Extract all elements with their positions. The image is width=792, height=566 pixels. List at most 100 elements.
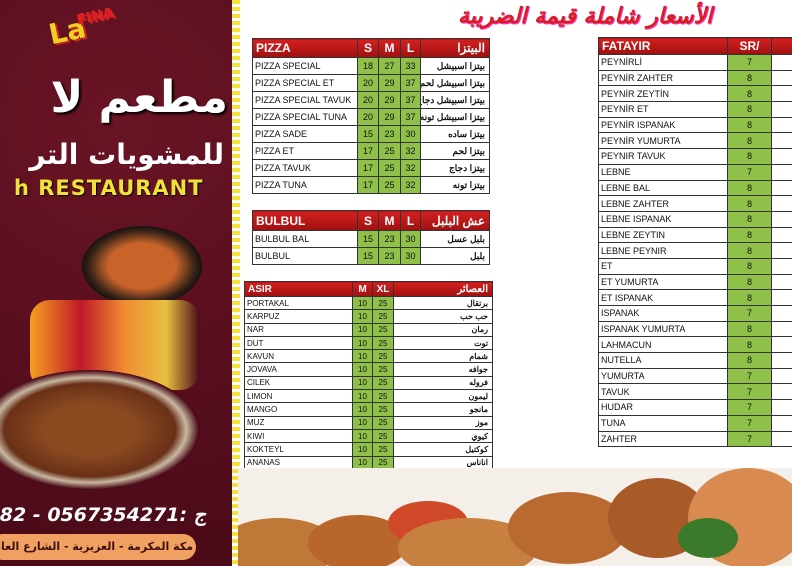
item-price: 15 xyxy=(357,247,379,265)
menu-item-row: ET ISPANAK 8 xyxy=(598,289,792,306)
item-name: KARPUZ xyxy=(244,309,353,324)
item-price: 7 xyxy=(727,399,772,416)
size-column-header: M xyxy=(352,281,373,297)
menu-item-row: TUNA 7 xyxy=(598,414,792,432)
empty-cell xyxy=(771,210,792,228)
item-name-arabic: بيتزا ساده xyxy=(420,125,490,143)
empty-cell xyxy=(771,352,792,369)
item-name: ISPANAK xyxy=(598,305,728,322)
item-price: 37 xyxy=(400,91,421,109)
item-name: KOKTEYL xyxy=(244,442,353,457)
restaurant-subtitle-arabic: للمشويات التر xyxy=(29,138,224,171)
item-name: PIZZA SADE xyxy=(252,125,358,143)
empty-cell xyxy=(771,116,792,134)
item-price: 23 xyxy=(378,125,401,143)
menu-item-row: MANGO 10 25 مانجو xyxy=(244,402,493,417)
empty-cell xyxy=(771,179,792,197)
menu-item-row: TAVUK 7 xyxy=(598,383,792,401)
menu-item-row: ET 8 xyxy=(598,257,792,275)
size-column-header: M xyxy=(378,38,401,58)
item-price: 37 xyxy=(400,108,421,126)
menu-item-row: JOVAVA 10 25 جوافه xyxy=(244,362,493,377)
menu-item-row: LAHMACUN 8 xyxy=(598,336,792,354)
item-price: 7 xyxy=(727,54,772,71)
menu-item-row: PIZZA SPECIAL 18 27 33 بيتزا اسبيشل xyxy=(252,57,490,75)
item-name-arabic: حب حب xyxy=(393,309,493,324)
item-price: 10 xyxy=(352,375,373,391)
item-price: 29 xyxy=(378,74,401,92)
item-price: 20 xyxy=(357,108,379,126)
item-price: 25 xyxy=(378,142,401,160)
address-pill: مكة المكرمة - العزيزية - الشارع العام xyxy=(0,534,196,560)
juice-price-table: ASIR M XL العصائر PORTAKAL 10 25 برتقال KARPUZ 10… xyxy=(244,281,493,497)
menu-item-row: LEBNE PEYNIR 8 xyxy=(598,242,792,259)
item-price: 17 xyxy=(357,176,379,194)
item-price: 25 xyxy=(372,402,394,417)
item-name-arabic: فروله xyxy=(393,375,493,391)
item-price: 8 xyxy=(727,85,772,103)
item-name: ET xyxy=(598,257,728,275)
item-price: 25 xyxy=(372,389,394,404)
empty-cell xyxy=(771,242,792,259)
item-price: 10 xyxy=(352,402,373,417)
item-name: PIZZA SPECIAL TAVUK xyxy=(252,91,358,109)
menu-item-row: PEYNİR ZAHTER 8 xyxy=(598,69,792,87)
item-name: LEBNE ISPANAK xyxy=(598,210,728,228)
empty-cell xyxy=(771,383,792,401)
size-column-header: S xyxy=(357,38,379,58)
item-name: LEBNE PEYNIR xyxy=(598,242,728,259)
empty-cell xyxy=(771,257,792,275)
item-name: BULBUL BAL xyxy=(252,230,358,248)
section-title: PIZZA xyxy=(252,38,358,58)
item-price: 10 xyxy=(352,389,373,404)
item-price: 8 xyxy=(727,289,772,306)
menu-item-row: PORTAKAL 10 25 برتقال xyxy=(244,295,493,311)
food-dish-image xyxy=(82,226,202,306)
item-name: BULBUL xyxy=(252,247,358,265)
menu-item-row: HUDAR 7 xyxy=(598,399,792,416)
empty-cell xyxy=(771,320,792,338)
item-name: PEYNIR TAVUK xyxy=(598,148,728,165)
section-title: FATAYIR xyxy=(598,37,728,55)
item-price: 23 xyxy=(378,247,401,265)
grilled-food-photo xyxy=(238,468,792,566)
size-column-header xyxy=(771,37,792,55)
item-price: 8 xyxy=(727,210,772,228)
empty-cell xyxy=(771,399,792,416)
bulbul-price-table: BULBUL S M L عش البلبل BULBUL BAL 15 23 30 بلبل ع… xyxy=(252,210,490,265)
empty-cell xyxy=(771,367,792,385)
empty-cell xyxy=(771,336,792,354)
item-price: 10 xyxy=(352,362,373,377)
menu-item-row: CILEK 10 25 فروله xyxy=(244,375,493,391)
item-price: 30 xyxy=(400,125,421,143)
item-price: 8 xyxy=(727,69,772,87)
item-name: LEBNE BAL xyxy=(598,179,728,197)
phone-number: ج :0567354271 - 82 xyxy=(0,504,206,526)
item-name: PIZZA SPECIAL TUNA xyxy=(252,108,358,126)
item-name: LEBNE ZAHTER xyxy=(598,195,728,212)
item-price: 18 xyxy=(357,57,379,75)
menu-item-row: PIZZA SADE 15 23 30 بيتزا ساده xyxy=(252,125,490,143)
item-name-arabic: كيوي xyxy=(393,428,493,444)
menu-item-row: BULBUL BAL 15 23 30 بلبل عسل xyxy=(252,230,490,248)
item-price: 8 xyxy=(727,226,772,244)
menu-item-row: NUTELLA 8 xyxy=(598,352,792,369)
menu-item-row: PEYNİR ZEYTİN 8 xyxy=(598,85,792,103)
menu-item-row: ANANAS 10 25 اناناس xyxy=(244,455,493,470)
restaurant-logo: La FINA xyxy=(45,4,116,52)
item-name-arabic: اناناس xyxy=(393,455,493,470)
item-name: PEYNİR ZEYTİN xyxy=(598,85,728,103)
menu-item-row: ET YUMURTA 8 xyxy=(598,273,792,291)
empty-cell xyxy=(771,430,792,448)
section-title-arabic: البيتزا xyxy=(420,38,490,58)
menu-item-row: PIZZA SPECIAL TUNA 20 29 37 بيتزا اسبيشل تون… xyxy=(252,108,490,126)
empty-cell xyxy=(771,289,792,306)
item-name-arabic: موز xyxy=(393,415,493,430)
item-price: 8 xyxy=(727,352,772,369)
menu-item-row: PEYNİR YUMURTA 8 xyxy=(598,132,792,150)
item-name-arabic: بيتزا اسبيشل xyxy=(420,57,490,75)
menu-item-row: PIZZA ET 17 25 32 بيتزا لحم xyxy=(252,142,490,160)
item-price: 10 xyxy=(352,415,373,430)
menu-item-row: LEBNE 7 xyxy=(598,163,792,181)
item-price: 20 xyxy=(357,91,379,109)
